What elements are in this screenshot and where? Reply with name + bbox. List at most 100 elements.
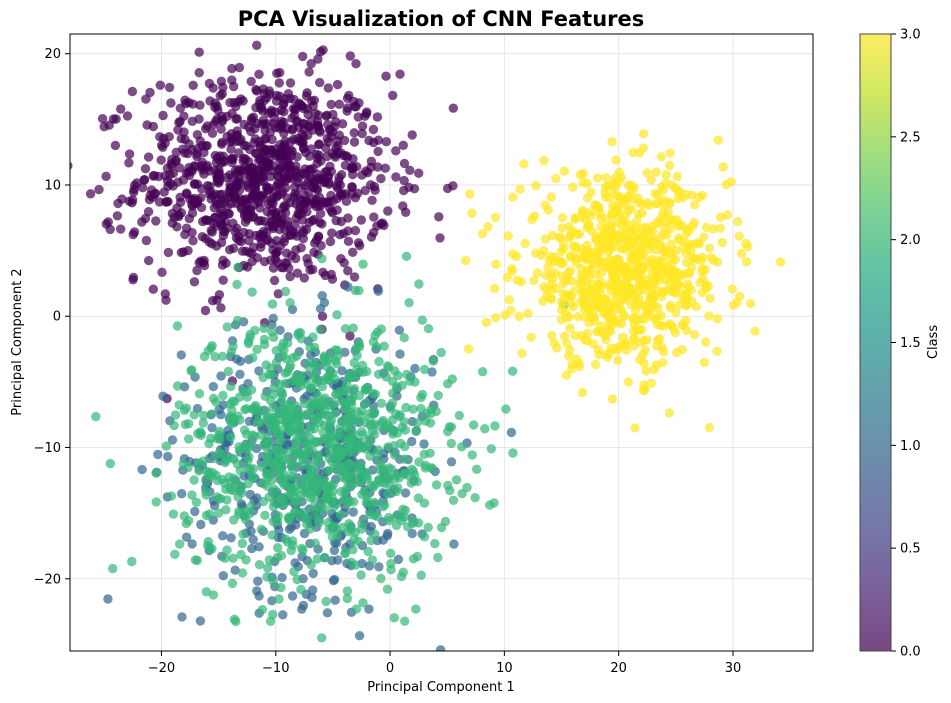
scatter-point-class-3 — [578, 177, 588, 188]
scatter-point-class-0 — [376, 173, 386, 184]
scatter-point-class-1 — [449, 539, 459, 549]
scatter-point-class-0 — [299, 273, 309, 283]
scatter-point-class-0 — [332, 136, 342, 146]
scatter-point-class-2 — [328, 486, 338, 496]
scatter-point-class-1 — [394, 325, 405, 335]
scatter-point-class-3 — [621, 210, 631, 221]
scatter-point-class-3 — [697, 288, 707, 298]
scatter-point-class-2 — [193, 458, 204, 468]
scatter-point-class-2 — [395, 410, 405, 420]
scatter-point-class-0 — [279, 173, 290, 183]
scatter-point-class-0 — [302, 207, 312, 217]
scatter-point-class-2 — [268, 402, 278, 413]
scatter-point-class-0 — [342, 103, 353, 113]
scatter-point-class-0 — [285, 271, 295, 282]
scatter-point-class-2 — [252, 417, 263, 427]
scatter-point-class-2 — [486, 444, 496, 454]
scatter-point-class-0 — [383, 206, 393, 216]
scatter-point-class-2 — [234, 442, 244, 452]
scatter-point-class-1 — [179, 382, 190, 392]
scatter-point-class-2 — [218, 390, 228, 401]
scatter-point-class-2 — [248, 473, 258, 484]
scatter-point-class-0 — [254, 191, 264, 201]
scatter-point-class-2 — [379, 500, 390, 510]
scatter-point-class-2 — [356, 570, 366, 580]
scatter-point-class-1 — [248, 534, 258, 545]
scatter-point-class-3 — [614, 167, 624, 177]
scatter-point-class-3 — [575, 170, 586, 180]
scatter-point-class-3 — [697, 190, 708, 201]
scatter-point-class-2 — [180, 419, 190, 430]
scatter-point-class-1 — [306, 350, 316, 360]
scatter-point-class-0 — [292, 190, 302, 201]
scatter-point-class-3 — [713, 135, 723, 145]
scatter-point-class-0 — [363, 168, 373, 178]
scatter-point-class-0 — [407, 130, 417, 140]
scatter-point-class-2 — [317, 254, 327, 264]
scatter-point-class-2 — [428, 356, 438, 366]
scatter-point-class-0 — [296, 243, 306, 253]
scatter-point-class-3 — [664, 408, 675, 418]
colorbar-ticks: 0.0 0.5 1.0 1.5 2.0 2.5 3.0 — [891, 28, 921, 660]
scatter-point-class-2 — [187, 490, 197, 500]
scatter-point-class-2 — [379, 341, 389, 351]
scatter-point-class-3 — [651, 245, 661, 255]
scatter-point-class-2 — [359, 468, 369, 478]
scatter-point-class-2 — [400, 425, 410, 435]
scatter-point-class-0 — [289, 110, 299, 121]
scatter-point-class-3 — [649, 364, 659, 375]
scatter-point-class-2 — [467, 450, 477, 460]
scatter-point-class-2 — [226, 381, 236, 392]
scatter-point-class-2 — [400, 441, 410, 452]
scatter-point-class-3 — [626, 204, 636, 214]
scatter-point-class-2 — [296, 334, 306, 344]
scatter-point-class-0 — [266, 195, 277, 205]
scatter-point-class-2 — [243, 338, 254, 349]
scatter-point-class-2 — [244, 441, 254, 451]
scatter-point-class-1 — [287, 591, 298, 601]
x-tick-label: 0 — [386, 661, 394, 676]
scatter-point-class-0 — [380, 163, 390, 173]
scatter-point-class-2 — [232, 315, 243, 326]
scatter-point-class-0 — [268, 221, 278, 232]
scatter-point-class-0 — [187, 208, 198, 218]
scatter-point-class-3 — [581, 253, 592, 263]
scatter-point-class-0 — [111, 114, 121, 124]
scatter-point-class-2 — [408, 554, 419, 564]
y-tick-label: −10 — [34, 441, 61, 456]
scatter-point-class-2 — [213, 508, 224, 518]
scatter-point-class-0 — [322, 151, 332, 162]
scatter-point-class-2 — [256, 524, 266, 534]
scatter-point-class-0 — [325, 161, 335, 171]
scatter-point-class-3 — [728, 300, 739, 310]
scatter-point-class-1 — [327, 556, 337, 566]
scatter-point-class-3 — [566, 299, 576, 309]
scatter-point-class-2 — [294, 429, 304, 440]
scatter-point-class-1 — [218, 571, 228, 581]
scatter-point-class-2 — [335, 386, 345, 397]
scatter-point-class-0 — [335, 180, 345, 190]
scatter-point-class-0 — [234, 235, 244, 246]
scatter-point-class-0 — [208, 296, 218, 306]
scatter-point-class-3 — [619, 244, 630, 254]
scatter-point-class-0 — [194, 114, 204, 124]
scatter-point-class-1 — [244, 416, 255, 426]
scatter-point-class-2 — [221, 505, 231, 515]
scatter-point-class-2 — [416, 392, 426, 403]
scatter-point-class-3 — [634, 209, 644, 219]
scatter-point-class-0 — [330, 152, 341, 162]
scatter-point-class-0 — [101, 171, 111, 181]
scatter-point-class-3 — [597, 328, 607, 338]
scatter-point-class-0 — [226, 144, 236, 154]
scatter-point-class-3 — [573, 312, 583, 322]
scatter-point-class-3 — [564, 351, 574, 361]
scatter-point-class-3 — [657, 287, 667, 298]
scatter-point-class-3 — [568, 241, 578, 252]
scatter-point-class-1 — [506, 427, 517, 438]
scatter-point-class-3 — [706, 253, 717, 263]
scatter-point-class-0 — [317, 311, 328, 321]
scatter-point-class-3 — [712, 346, 722, 356]
scatter-point-class-0 — [246, 76, 256, 87]
scatter-point-class-1 — [177, 489, 187, 499]
scatter-point-class-0 — [262, 207, 272, 217]
